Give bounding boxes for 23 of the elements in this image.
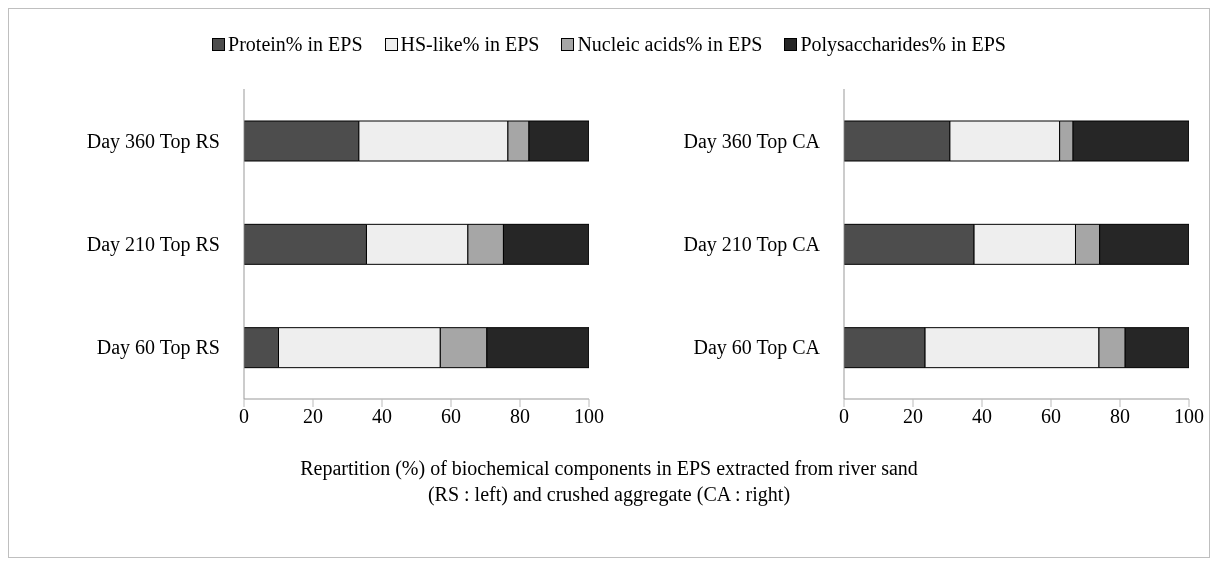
x-tick-label: 0 [839, 405, 849, 428]
y-tick-label: Day 60 Top CA [693, 336, 821, 360]
x-tick-label: 100 [574, 405, 604, 428]
x-tick-label: 80 [1110, 405, 1130, 428]
x-tick-label: 40 [972, 405, 992, 428]
x-axis-title: Repartition (%) of biochemical components in EPS extracted from river sand (RS : left) and crushed aggregate (CA : right) [299, 456, 919, 507]
x-tick-label: 60 [1041, 405, 1061, 428]
y-tick-label: Day 210 Top RS [86, 233, 220, 257]
y-tick-label: Day 210 Top CA [683, 233, 821, 257]
legend-label: Nucleic acids% in EPS [577, 33, 763, 56]
legend-label: Polysaccharides% in EPS [800, 33, 1006, 56]
legend-label: HS-like% in EPS [400, 33, 540, 56]
x-tick-label: 80 [510, 405, 530, 428]
x-tick-label: 40 [372, 405, 392, 428]
x-tick-label: 60 [441, 405, 461, 428]
x-tick-label: 0 [239, 405, 249, 428]
legend-label: Protein% in EPS [228, 33, 363, 56]
y-tick-label: Day 360 Top RS [86, 129, 220, 153]
x-tick-label: 20 [303, 405, 323, 428]
y-tick-label: Day 60 Top RS [96, 336, 220, 360]
y-tick-label: Day 360 Top CA [683, 129, 821, 153]
x-tick-label: 100 [1174, 405, 1204, 428]
x-tick-label: 20 [903, 405, 923, 428]
